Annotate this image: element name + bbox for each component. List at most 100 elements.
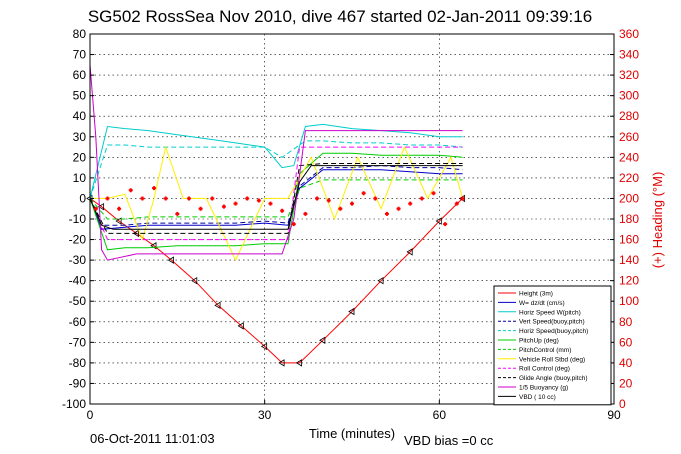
series-line xyxy=(89,179,463,220)
series-line xyxy=(89,197,463,364)
heading-marker xyxy=(338,206,343,211)
footer-timestamp: 06-Oct-2011 11:01:03 xyxy=(90,431,215,446)
y2-tick-label: 140 xyxy=(619,253,639,267)
series-line xyxy=(89,140,463,199)
height-marker xyxy=(167,256,174,264)
heading-marker xyxy=(350,201,354,206)
heading-marker xyxy=(460,196,465,201)
series-line xyxy=(89,146,463,241)
heading-marker xyxy=(93,206,98,211)
y2-tick-label: 340 xyxy=(619,48,639,62)
y2-tick-label: 20 xyxy=(619,376,633,390)
legend-entry: PitchControl (mm) xyxy=(519,347,571,354)
y2-tick-label: 100 xyxy=(619,294,639,308)
height-marker xyxy=(214,301,221,310)
y2-tick-label: 0 xyxy=(619,397,626,411)
legend-entry: Roll Control (deg) xyxy=(519,366,570,373)
series-line xyxy=(89,165,463,230)
y-tick-label: -70 xyxy=(69,335,87,349)
heading-marker xyxy=(105,196,110,201)
series-line xyxy=(89,152,463,251)
heading-marker xyxy=(210,196,215,201)
series-line xyxy=(90,145,464,262)
series-lines xyxy=(86,64,466,367)
y2-tick-label: 40 xyxy=(619,356,633,370)
legend-entry: Horiz Speed W(pitch) xyxy=(519,309,581,316)
heading-marker xyxy=(361,191,366,196)
y-tick-label: 60 xyxy=(73,68,87,82)
legend-entry: W= dz/dt (cm/s) xyxy=(519,300,565,307)
y2-tick-label: 80 xyxy=(619,315,633,329)
heading-marker xyxy=(175,211,180,216)
y2-tick-label: 280 xyxy=(619,109,639,123)
right-axis-label: (+) Heading (°M) xyxy=(650,172,665,269)
legend-entry: Vehicle Roll Stbd (deg) xyxy=(519,356,585,363)
heading-marker xyxy=(128,188,133,193)
y-tick-label: 10 xyxy=(73,171,87,185)
y-tick-label: -30 xyxy=(69,253,87,267)
height-marker xyxy=(435,217,442,225)
y-tick-label: -10 xyxy=(69,212,87,226)
heading-marker xyxy=(268,201,273,206)
heading-marker xyxy=(396,206,401,211)
height-marker xyxy=(115,217,122,225)
chart-title: SG502 RossSea Nov 2010, dive 467 started… xyxy=(88,7,592,26)
heading-marker xyxy=(326,198,331,203)
legend-entry: Glide Angle (buoy,pitch) xyxy=(519,375,588,382)
y2-tick-label: 60 xyxy=(619,335,633,349)
heading-marker xyxy=(140,196,145,201)
legend: Height (3m) W= dz/dt (cm/s) Horiz Speed W(… xyxy=(493,285,612,406)
heading-marker xyxy=(454,201,459,206)
y2-tick-label: 160 xyxy=(619,233,639,247)
legend-entry: Horiz Speed(buoy,pitch) xyxy=(519,328,588,335)
heading-marker xyxy=(431,191,436,196)
y-tick-label: 20 xyxy=(73,150,87,164)
heading-marker xyxy=(373,196,378,201)
series-line xyxy=(89,123,463,199)
heading-marker xyxy=(384,211,389,216)
y-tick-label: -60 xyxy=(69,315,87,329)
height-marker xyxy=(377,276,384,285)
heading-marker xyxy=(198,206,203,211)
heading-marker xyxy=(419,196,424,201)
series-line xyxy=(89,163,463,234)
x-tick-label: 90 xyxy=(607,408,621,422)
y2-tick-label: 360 xyxy=(619,27,639,41)
height-marker xyxy=(295,359,302,367)
y2-tick-label: 240 xyxy=(619,150,639,164)
height-marker xyxy=(319,336,326,344)
x-tick-label: 0 xyxy=(87,408,94,422)
series-line xyxy=(89,165,463,226)
y-tick-label: 0 xyxy=(79,191,86,205)
heading-marker xyxy=(291,222,296,227)
height-marker xyxy=(237,322,244,330)
y-tick-label: -100 xyxy=(62,397,86,411)
legend-entry: PitchUp (deg) xyxy=(519,338,559,345)
series-line xyxy=(89,64,463,261)
heading-marker xyxy=(245,196,250,201)
y-tick-label: 50 xyxy=(73,89,87,103)
legend-entry: Height (3m) xyxy=(519,291,553,298)
height-marker xyxy=(260,342,268,351)
y-tick-label: -80 xyxy=(69,356,87,370)
y-tick-label: 80 xyxy=(73,27,87,41)
legend-entry: 1/5 Buoyancy (g) xyxy=(519,385,568,392)
x-tick-label: 30 xyxy=(258,408,272,422)
y-tick-label: -50 xyxy=(69,294,87,308)
y-tick-label: -40 xyxy=(69,274,87,288)
heading-marker xyxy=(303,211,308,216)
heading-marker xyxy=(233,201,238,206)
height-marker xyxy=(406,248,413,256)
y2-tick-label: 120 xyxy=(619,274,639,288)
y-tick-label: 30 xyxy=(73,130,87,144)
footer-vbd-bias: VBD bias =0 cc xyxy=(404,433,494,448)
y2-tick-label: 320 xyxy=(619,68,639,82)
y-tick-label: -20 xyxy=(69,233,87,247)
series-line xyxy=(89,169,463,230)
heading-marker xyxy=(408,201,413,206)
legend-entry: VBD ( 10 cc) xyxy=(519,394,556,401)
heading-marker xyxy=(186,196,191,201)
heading-marker xyxy=(443,222,448,227)
